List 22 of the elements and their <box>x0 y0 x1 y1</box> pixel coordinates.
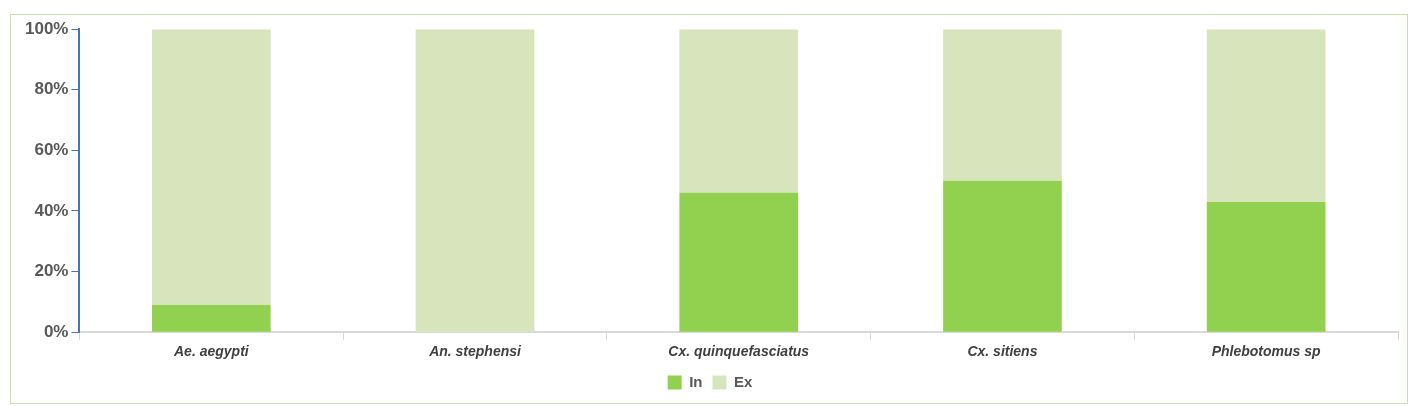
y-tick-label: 60% <box>34 140 69 160</box>
y-tick-label: 0% <box>43 321 69 341</box>
bar <box>152 29 271 305</box>
x-tick-label: Ae. aegypti <box>172 343 250 360</box>
bar <box>679 29 799 193</box>
x-tick-label: An. stephensi <box>428 343 523 360</box>
y-tick-label: 40% <box>34 200 69 220</box>
x-tick-label: Cx. quinquefasciatus <box>668 343 810 360</box>
bar <box>152 304 271 332</box>
bar <box>943 29 1062 181</box>
bar <box>1206 29 1326 202</box>
legend-label: Ex <box>733 372 753 390</box>
y-tick-label: 80% <box>34 79 69 99</box>
bar <box>679 192 799 332</box>
legend-label: In <box>689 372 703 390</box>
y-tick-label: 100% <box>25 18 69 38</box>
y-tick-label: 20% <box>34 261 69 281</box>
x-tick-label: Cx. sitiens <box>967 343 1038 360</box>
bar <box>943 180 1062 332</box>
bar <box>415 29 535 332</box>
x-tick-label: Phlebotomus sp <box>1211 343 1322 360</box>
bar <box>1206 201 1326 332</box>
